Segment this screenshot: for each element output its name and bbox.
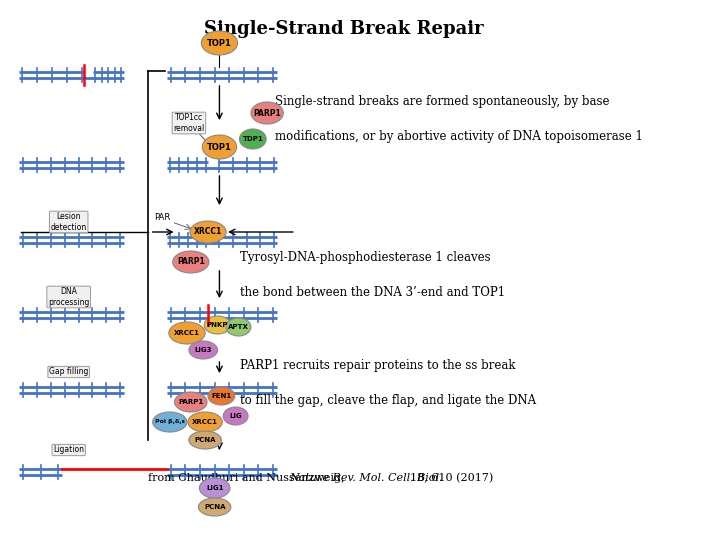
Text: TDP1: TDP1 — [243, 136, 264, 142]
Text: LIG3: LIG3 — [194, 347, 212, 353]
Text: Tyrosyl-DNA-phosphodiesterase 1 cleaves: Tyrosyl-DNA-phosphodiesterase 1 cleaves — [240, 251, 491, 264]
Text: PNKP: PNKP — [207, 322, 228, 328]
Text: TOP1cc
removal: TOP1cc removal — [174, 113, 204, 133]
Text: PCNA: PCNA — [204, 504, 225, 510]
Ellipse shape — [190, 221, 226, 243]
Text: the bond between the DNA 3’-end and TOP1: the bond between the DNA 3’-end and TOP1 — [240, 286, 505, 299]
Text: PARP1: PARP1 — [178, 399, 204, 405]
Ellipse shape — [204, 316, 231, 334]
Text: PCNA: PCNA — [194, 437, 216, 443]
Text: FEN1: FEN1 — [211, 393, 231, 399]
Ellipse shape — [251, 102, 284, 124]
Text: Single-Strand Break Repair: Single-Strand Break Repair — [204, 20, 483, 38]
Text: 18, 610 (2017): 18, 610 (2017) — [403, 472, 494, 483]
Ellipse shape — [199, 478, 230, 498]
Ellipse shape — [202, 135, 237, 159]
Ellipse shape — [169, 322, 205, 344]
Text: TOP1: TOP1 — [207, 38, 232, 48]
Ellipse shape — [173, 251, 209, 273]
Text: from Chaudhuri and Nussenzweig,: from Chaudhuri and Nussenzweig, — [148, 473, 348, 483]
Ellipse shape — [202, 31, 238, 55]
Text: Gap filling: Gap filling — [49, 368, 89, 376]
Text: modifications, or by abortive activity of DNA topoisomerase 1: modifications, or by abortive activity o… — [275, 130, 643, 143]
Text: PARP1 recruits repair proteins to the ss break: PARP1 recruits repair proteins to the ss… — [240, 359, 516, 372]
Text: Ligation: Ligation — [53, 446, 84, 455]
Text: APTX: APTX — [228, 324, 249, 330]
Text: XRCC1: XRCC1 — [192, 419, 218, 425]
Ellipse shape — [240, 129, 266, 149]
Ellipse shape — [223, 407, 248, 425]
Ellipse shape — [189, 431, 221, 449]
Ellipse shape — [188, 412, 222, 432]
Text: PAR: PAR — [154, 213, 171, 222]
Text: PARP1: PARP1 — [253, 109, 281, 118]
Ellipse shape — [226, 318, 251, 336]
Text: Lesion
detection: Lesion detection — [50, 212, 87, 232]
Text: XRCC1: XRCC1 — [174, 330, 200, 336]
Text: DNA
processing: DNA processing — [48, 287, 89, 307]
Text: PARP1: PARP1 — [177, 258, 204, 267]
Text: LIG1: LIG1 — [206, 485, 223, 491]
Ellipse shape — [153, 412, 187, 432]
Text: TOP1: TOP1 — [207, 143, 232, 152]
Text: XRCC1: XRCC1 — [194, 227, 222, 237]
Text: Single-strand breaks are formed spontaneously, by base: Single-strand breaks are formed spontane… — [275, 94, 609, 107]
Text: Nature Rev. Mol. Cell. Biol.: Nature Rev. Mol. Cell. Biol. — [289, 473, 442, 483]
Text: to fill the gap, cleave the flap, and ligate the DNA: to fill the gap, cleave the flap, and li… — [240, 394, 536, 407]
Text: Pol β,δ,ε: Pol β,δ,ε — [155, 420, 185, 424]
Text: LIG: LIG — [230, 413, 242, 419]
Ellipse shape — [208, 387, 235, 405]
Ellipse shape — [199, 498, 231, 516]
Ellipse shape — [189, 341, 217, 359]
Ellipse shape — [174, 392, 207, 412]
